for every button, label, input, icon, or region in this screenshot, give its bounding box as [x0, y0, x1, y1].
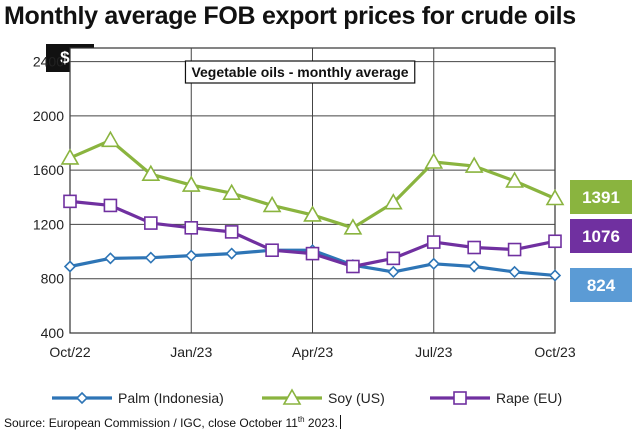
- data-point: [144, 251, 157, 264]
- end-value-badge: [570, 180, 632, 214]
- data-point: [60, 148, 80, 165]
- y-tick-label: 1200: [33, 216, 64, 232]
- end-value-label: 1076: [582, 227, 620, 246]
- subtitle-box: [184, 60, 416, 84]
- data-point: [305, 246, 320, 261]
- data-point: [104, 252, 117, 265]
- data-point: [265, 243, 279, 258]
- data-point: [427, 257, 440, 270]
- chart-subtitle: Vegetable oils - monthly average: [191, 64, 408, 80]
- data-point: [386, 251, 401, 266]
- data-point: [63, 194, 77, 209]
- end-value-label: 1391: [582, 188, 620, 207]
- data-point: [346, 259, 360, 274]
- data-point: [424, 152, 444, 169]
- end-value-label: 824: [587, 276, 616, 295]
- x-tick-label: Oct/23: [534, 344, 575, 360]
- data-point: [426, 235, 441, 249]
- data-point: [185, 249, 198, 262]
- y-tick-label: 400: [41, 325, 65, 341]
- x-tick-label: Jul/23: [415, 344, 453, 360]
- data-point: [225, 247, 238, 260]
- data-point: [141, 164, 161, 182]
- source-note: Source: European Commission / IGC, close…: [4, 415, 341, 430]
- end-value-badge: [570, 219, 632, 253]
- data-point: [383, 193, 403, 210]
- data-point: [101, 130, 120, 148]
- data-point: [467, 240, 481, 255]
- data-point: [282, 388, 302, 405]
- legend-label: Palm (Indonesia): [118, 390, 224, 406]
- data-point: [387, 265, 400, 279]
- data-point: [507, 242, 522, 257]
- source-date: 2023.: [304, 416, 338, 430]
- data-point: [224, 225, 239, 239]
- data-point: [303, 205, 322, 222]
- data-point: [508, 265, 521, 279]
- data-point: [63, 260, 77, 273]
- x-tick-label: Apr/23: [292, 344, 333, 360]
- data-point: [505, 171, 524, 188]
- data-point: [184, 221, 199, 235]
- data-point: [75, 391, 89, 405]
- data-point: [548, 234, 562, 249]
- data-point: [548, 269, 562, 282]
- y-tick-label: 2000: [33, 108, 64, 124]
- data-point: [464, 156, 484, 173]
- x-tick-label: Jan/23: [170, 344, 212, 360]
- data-point: [181, 175, 201, 192]
- x-tick-label: Oct/22: [49, 344, 90, 360]
- text-cursor: [339, 415, 341, 429]
- legend-label: Rape (EU): [496, 390, 562, 406]
- data-point: [222, 183, 242, 201]
- end-value-badge: [570, 268, 632, 302]
- source-text: Source: European Commission / IGC, close…: [4, 416, 298, 430]
- y-tick-label: 2400: [33, 54, 64, 70]
- data-point: [545, 188, 565, 206]
- y-tick-label: 1600: [33, 162, 64, 178]
- data-point: [144, 216, 158, 230]
- data-point: [453, 391, 467, 405]
- legend-label: Soy (US): [328, 390, 385, 406]
- y-tick-label: 800: [41, 271, 65, 287]
- data-point: [468, 260, 481, 273]
- page-title: Monthly average FOB export prices for cr…: [4, 2, 576, 30]
- data-point: [343, 218, 363, 235]
- data-point: [262, 195, 282, 213]
- data-point: [103, 198, 118, 213]
- source-superscript: th: [297, 415, 305, 424]
